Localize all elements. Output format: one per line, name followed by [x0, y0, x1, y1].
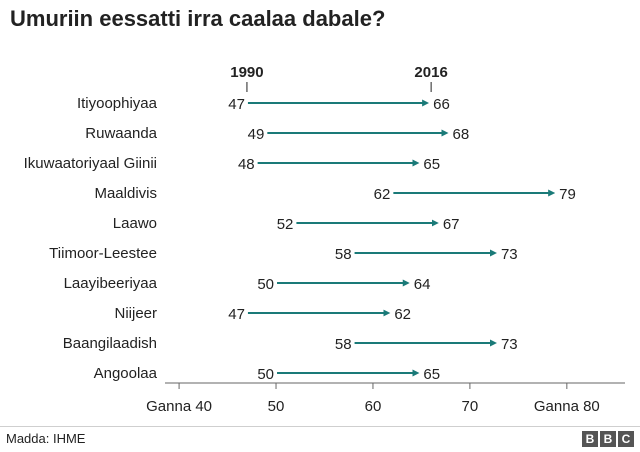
start-value-angoolaa: 50	[257, 366, 274, 383]
start-value-niijeer: 47	[228, 306, 245, 323]
legend-year-2016: 2016	[414, 64, 447, 81]
start-value-maaldivis: 62	[374, 186, 391, 203]
end-value-laayibeeriyaa: 64	[414, 276, 431, 293]
x-tick-label-60: 60	[365, 398, 382, 415]
end-value-angoolaa: 65	[423, 366, 440, 383]
dumbbell-chart: 1990 2016 Itiyoophiyaa 47 66 Ruwaanda 49 68 Iku…	[24, 64, 625, 415]
start-value-ruwaanda: 49	[248, 126, 265, 143]
bbc-logo-letter: B	[582, 431, 598, 447]
end-value-itiyoophiyaa: 66	[433, 96, 450, 113]
end-value-laawo: 67	[443, 216, 460, 233]
x-tick-label-40: Ganna 40	[146, 398, 212, 415]
row-label-ikuwaatoriyaal-giinii: Ikuwaatoriyaal Giinii	[24, 155, 157, 172]
row-label-niijeer: Niijeer	[114, 305, 157, 322]
bbc-logo-letter: B	[600, 431, 616, 447]
row-label-itiyoophiyaa: Itiyoophiyaa	[77, 95, 158, 112]
end-value-ikuwaatoriyaal-giinii: 65	[423, 156, 440, 173]
start-value-baangilaadish: 58	[335, 336, 352, 353]
end-value-ruwaanda: 68	[453, 126, 470, 143]
row-label-ruwaanda: Ruwaanda	[85, 125, 157, 142]
x-tick-label-50: 50	[268, 398, 285, 415]
end-value-niijeer: 62	[394, 306, 411, 323]
start-value-laawo: 52	[277, 216, 294, 233]
row-label-angoolaa: Angoolaa	[94, 365, 158, 382]
row-label-laayibeeriyaa: Laayibeeriyaa	[64, 275, 158, 292]
bbc-logo: B B C	[582, 431, 634, 447]
start-value-ikuwaatoriyaal-giinii: 48	[238, 156, 255, 173]
row-label-maaldivis: Maaldivis	[94, 185, 157, 202]
chart-title: Umuriin eessatti irra caalaa dabale?	[10, 6, 386, 31]
row-label-laawo: Laawo	[113, 215, 157, 232]
x-tick-label-80: Ganna 80	[534, 398, 600, 415]
source-note: Madda: IHME	[6, 431, 86, 446]
row-label-tiimoor-leestee: Tiimoor-Leestee	[49, 245, 157, 262]
bbc-logo-letter: C	[618, 431, 634, 447]
legend-year-1990: 1990	[230, 64, 263, 81]
end-value-maaldivis: 79	[559, 186, 576, 203]
end-value-tiimoor-leestee: 73	[501, 246, 518, 263]
start-value-tiimoor-leestee: 58	[335, 246, 352, 263]
end-value-baangilaadish: 73	[501, 336, 518, 353]
footer-divider	[0, 426, 640, 427]
start-value-laayibeeriyaa: 50	[257, 276, 274, 293]
start-value-itiyoophiyaa: 47	[228, 96, 245, 113]
x-tick-label-70: 70	[462, 398, 479, 415]
row-label-baangilaadish: Baangilaadish	[63, 335, 157, 352]
